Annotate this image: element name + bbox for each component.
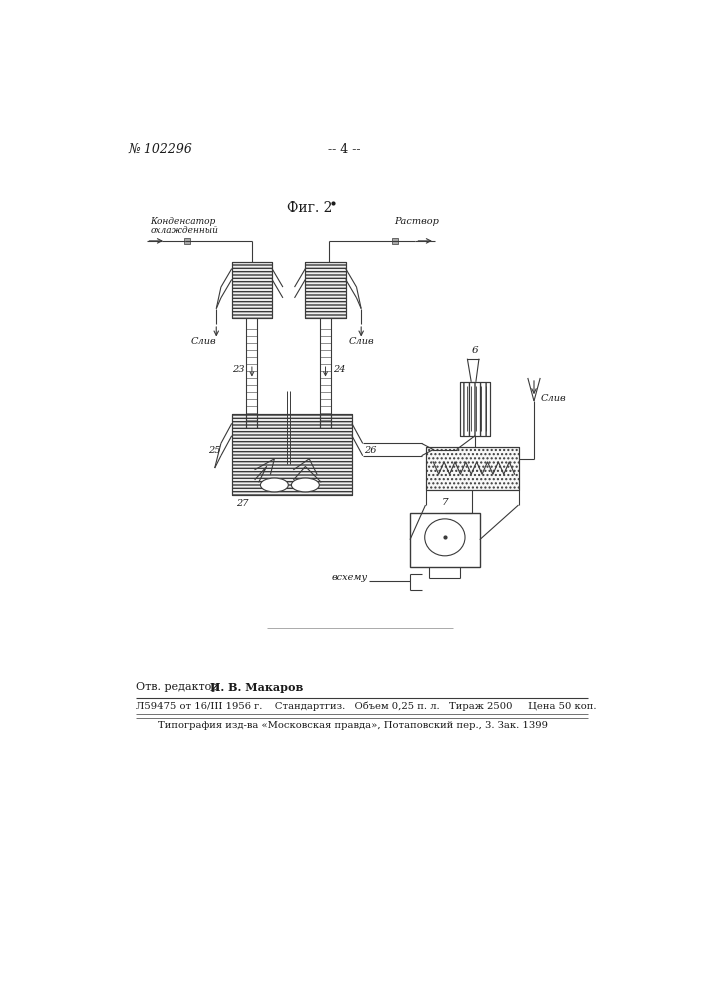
Text: -- 4 --: -- 4 --: [328, 143, 361, 156]
Text: 26: 26: [364, 446, 377, 455]
Text: Л59475 от 16/III 1956 г.    Стандартгиз.   Объем 0,25 п. л.   Тираж 2500     Цен: Л59475 от 16/III 1956 г. Стандартгиз. Об…: [136, 701, 597, 711]
Ellipse shape: [260, 478, 288, 492]
Text: Типография изд-ва «Московская правда», Потаповский пер., 3. Зак. 1399: Типография изд-ва «Московская правда», П…: [158, 721, 548, 730]
Bar: [232, 262, 272, 318]
Text: 7: 7: [442, 498, 448, 507]
Bar: [184, 238, 190, 244]
Bar: [305, 262, 346, 318]
Ellipse shape: [425, 519, 465, 556]
Text: 27: 27: [235, 499, 248, 508]
Text: И. В. Макаров: И. В. Макаров: [210, 682, 303, 693]
Bar: [426, 447, 518, 490]
Bar: [460, 382, 490, 436]
Text: Конденсатор: Конденсатор: [151, 217, 216, 226]
Bar: [426, 447, 518, 490]
Bar: [232, 262, 272, 318]
Text: 24: 24: [333, 365, 346, 374]
Bar: [232, 414, 352, 495]
Ellipse shape: [291, 478, 320, 492]
Bar: [305, 262, 346, 318]
Bar: [460, 382, 490, 436]
Text: Фиг. 2: Фиг. 2: [286, 201, 332, 215]
Text: № 102296: № 102296: [129, 143, 192, 156]
Text: Раствор: Раствор: [394, 217, 438, 226]
Text: Слив: Слив: [540, 394, 566, 403]
Text: Отв. редактор: Отв. редактор: [136, 682, 222, 692]
Bar: [232, 414, 352, 495]
Text: Слив: Слив: [191, 337, 216, 346]
Bar: [410, 513, 480, 567]
Text: 25: 25: [209, 446, 221, 455]
Text: охлажденный: охлажденный: [151, 226, 218, 235]
Text: 6: 6: [472, 346, 479, 355]
Text: 23: 23: [233, 365, 245, 374]
Text: Слив: Слив: [349, 337, 374, 346]
Bar: [392, 238, 398, 244]
Text: всхему: всхему: [332, 573, 368, 582]
